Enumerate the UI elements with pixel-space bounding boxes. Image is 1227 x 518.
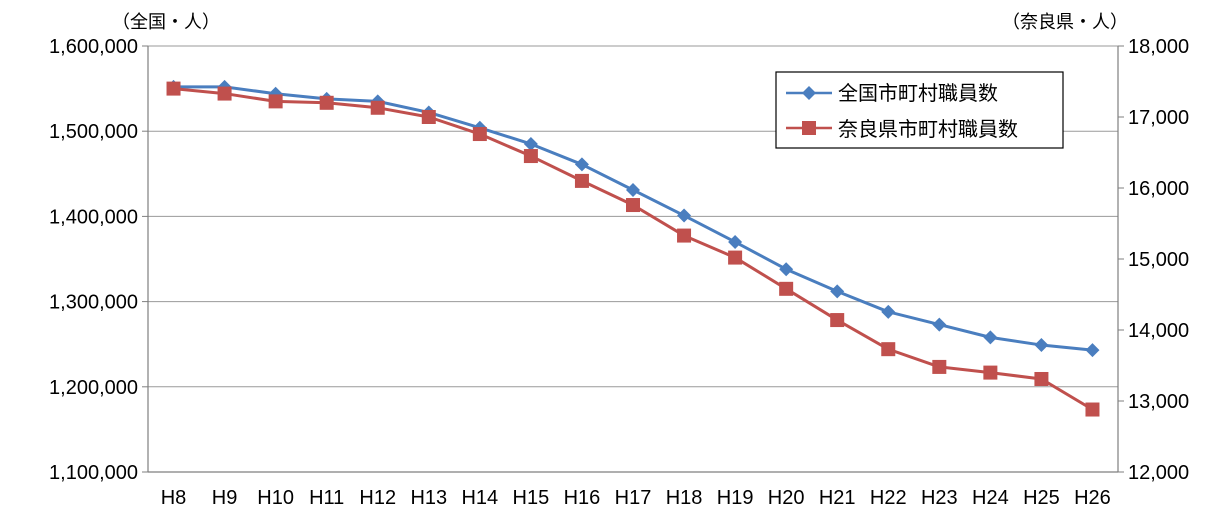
data-point: [779, 282, 793, 296]
x-tick-label: H14: [461, 487, 498, 509]
x-tick-label: H17: [615, 487, 652, 509]
right-tick-label: 16,000: [1128, 178, 1189, 200]
data-point: [524, 149, 538, 163]
data-point: [626, 198, 640, 212]
right-tick-label: 12,000: [1128, 462, 1189, 484]
left-tick-label: 1,400,000: [49, 206, 138, 228]
x-tick-label: H13: [410, 487, 447, 509]
data-point: [932, 360, 946, 374]
right-tick-label: 13,000: [1128, 391, 1189, 413]
data-point: [1034, 372, 1048, 386]
right-tick-label: 18,000: [1128, 36, 1189, 58]
data-point: [677, 229, 691, 243]
x-tick-label: H12: [359, 487, 396, 509]
x-tick-label: H16: [564, 487, 601, 509]
left-tick-label: 1,100,000: [49, 462, 138, 484]
data-point: [1085, 403, 1099, 417]
right-tick-label: 14,000: [1128, 320, 1189, 342]
x-tick-label: H11: [309, 487, 344, 509]
legend-label-national: 全国市町村職員数: [838, 81, 998, 105]
x-tick-label: H21: [819, 487, 856, 509]
data-point: [881, 342, 895, 356]
right-tick-label: 17,000: [1128, 107, 1189, 129]
data-point: [167, 82, 181, 96]
data-point: [473, 127, 487, 141]
x-tick-label: H10: [257, 487, 294, 509]
legend: 全国市町村職員数 奈良県市町村職員数: [776, 72, 1063, 148]
legend-marker-nara: [802, 121, 816, 135]
left-tick-label: 1,600,000: [49, 36, 138, 58]
x-tick-label: H25: [1023, 487, 1060, 509]
x-tick-label: H23: [921, 487, 958, 509]
data-point: [422, 110, 436, 124]
x-tick-label: H19: [717, 487, 754, 509]
data-point: [575, 174, 589, 188]
x-tick-label: H22: [870, 487, 907, 509]
right-tick-label: 15,000: [1128, 249, 1189, 271]
x-tick-label: H8: [161, 487, 187, 509]
x-tick-label: H20: [768, 487, 805, 509]
x-tick-label: H24: [972, 487, 1009, 509]
data-point: [728, 251, 742, 265]
data-point: [371, 101, 385, 115]
x-tick-label: H18: [666, 487, 703, 509]
left-tick-label: 1,300,000: [49, 292, 138, 314]
left-tick-label: 1,500,000: [49, 121, 138, 143]
data-point: [218, 87, 232, 101]
x-tick-label: H9: [212, 487, 238, 509]
data-point: [983, 366, 997, 380]
left-axis-unit: （全国・人）: [112, 12, 220, 33]
data-point: [320, 96, 334, 110]
legend-label-nara: 奈良県市町村職員数: [838, 117, 1018, 141]
data-point: [269, 94, 283, 108]
x-tick-label: H26: [1074, 487, 1111, 509]
right-axis-unit: （奈良県・人）: [1002, 12, 1128, 33]
left-tick-label: 1,200,000: [49, 377, 138, 399]
x-tick-label: H15: [513, 487, 550, 509]
data-point: [830, 313, 844, 327]
